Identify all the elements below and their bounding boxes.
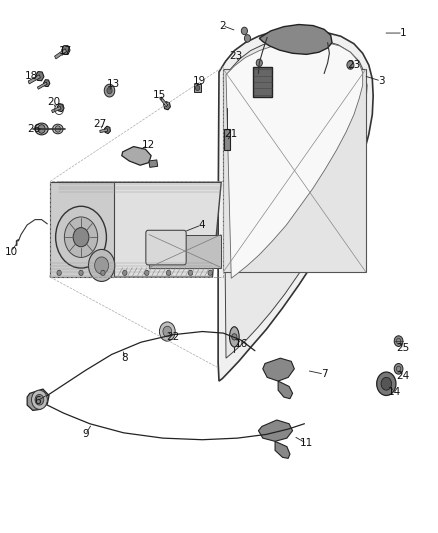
Text: 16: 16 <box>235 339 248 349</box>
Polygon shape <box>223 38 367 358</box>
Circle shape <box>394 336 403 346</box>
Circle shape <box>145 270 149 276</box>
Circle shape <box>256 59 262 67</box>
Text: 2: 2 <box>219 21 226 30</box>
Polygon shape <box>62 46 70 54</box>
Ellipse shape <box>35 123 48 135</box>
Text: 25: 25 <box>396 343 410 352</box>
Circle shape <box>95 257 109 274</box>
Polygon shape <box>105 126 110 134</box>
Text: 19: 19 <box>193 76 206 86</box>
Text: 11: 11 <box>300 439 313 448</box>
Text: 7: 7 <box>321 369 328 379</box>
Circle shape <box>73 228 89 247</box>
Text: 10: 10 <box>4 247 18 256</box>
Ellipse shape <box>230 327 239 347</box>
Text: 23: 23 <box>347 60 360 70</box>
Circle shape <box>347 61 354 69</box>
Polygon shape <box>55 49 67 59</box>
Polygon shape <box>224 129 230 150</box>
Circle shape <box>241 27 247 35</box>
Polygon shape <box>218 30 373 381</box>
Text: 26: 26 <box>28 124 41 134</box>
Circle shape <box>244 35 251 42</box>
Text: 21: 21 <box>225 130 238 139</box>
Circle shape <box>88 249 115 281</box>
Ellipse shape <box>53 124 63 134</box>
Circle shape <box>104 84 115 97</box>
Text: 22: 22 <box>166 332 180 342</box>
Circle shape <box>166 270 171 276</box>
Polygon shape <box>100 128 108 133</box>
Text: 14: 14 <box>388 387 401 397</box>
Circle shape <box>64 217 98 257</box>
Text: 3: 3 <box>378 76 385 86</box>
Bar <box>194 84 201 92</box>
Polygon shape <box>160 97 168 107</box>
Circle shape <box>35 394 44 405</box>
Polygon shape <box>275 441 290 458</box>
Polygon shape <box>28 75 40 84</box>
Polygon shape <box>223 69 366 272</box>
Text: 23: 23 <box>229 51 242 61</box>
Circle shape <box>188 270 193 276</box>
Text: 6: 6 <box>34 396 41 406</box>
Polygon shape <box>37 82 47 89</box>
Text: 24: 24 <box>396 371 410 381</box>
Circle shape <box>123 270 127 276</box>
Polygon shape <box>253 67 272 97</box>
Text: 20: 20 <box>47 98 60 107</box>
Text: 27: 27 <box>93 119 106 128</box>
FancyBboxPatch shape <box>146 230 186 265</box>
Polygon shape <box>278 381 293 399</box>
Circle shape <box>159 322 175 341</box>
Circle shape <box>208 270 212 276</box>
Polygon shape <box>44 79 50 86</box>
Polygon shape <box>259 25 332 54</box>
Polygon shape <box>27 389 49 410</box>
Text: 8: 8 <box>121 353 128 363</box>
Polygon shape <box>50 182 114 277</box>
Circle shape <box>377 372 396 395</box>
Circle shape <box>232 334 237 340</box>
Polygon shape <box>164 102 170 110</box>
Text: 1: 1 <box>399 28 406 38</box>
Polygon shape <box>258 420 293 441</box>
Text: 13: 13 <box>106 79 120 89</box>
Text: 18: 18 <box>25 71 38 80</box>
Polygon shape <box>35 71 44 81</box>
Text: 4: 4 <box>198 220 205 230</box>
Circle shape <box>79 270 83 276</box>
Polygon shape <box>57 103 64 111</box>
Polygon shape <box>149 160 158 167</box>
Circle shape <box>163 326 172 337</box>
Circle shape <box>394 364 403 374</box>
Circle shape <box>32 390 47 409</box>
Polygon shape <box>226 41 363 278</box>
Circle shape <box>38 125 45 133</box>
Circle shape <box>381 377 392 390</box>
Polygon shape <box>50 182 221 277</box>
Polygon shape <box>263 358 294 381</box>
Circle shape <box>195 85 200 91</box>
Text: 12: 12 <box>141 140 155 150</box>
Polygon shape <box>122 147 151 165</box>
Circle shape <box>57 270 61 276</box>
Text: 9: 9 <box>82 430 89 439</box>
Circle shape <box>56 206 106 268</box>
Circle shape <box>101 270 105 276</box>
Polygon shape <box>149 235 221 268</box>
Text: 17: 17 <box>59 46 72 55</box>
Circle shape <box>107 87 112 94</box>
Polygon shape <box>52 107 61 112</box>
Text: 15: 15 <box>153 90 166 100</box>
Circle shape <box>55 126 60 132</box>
